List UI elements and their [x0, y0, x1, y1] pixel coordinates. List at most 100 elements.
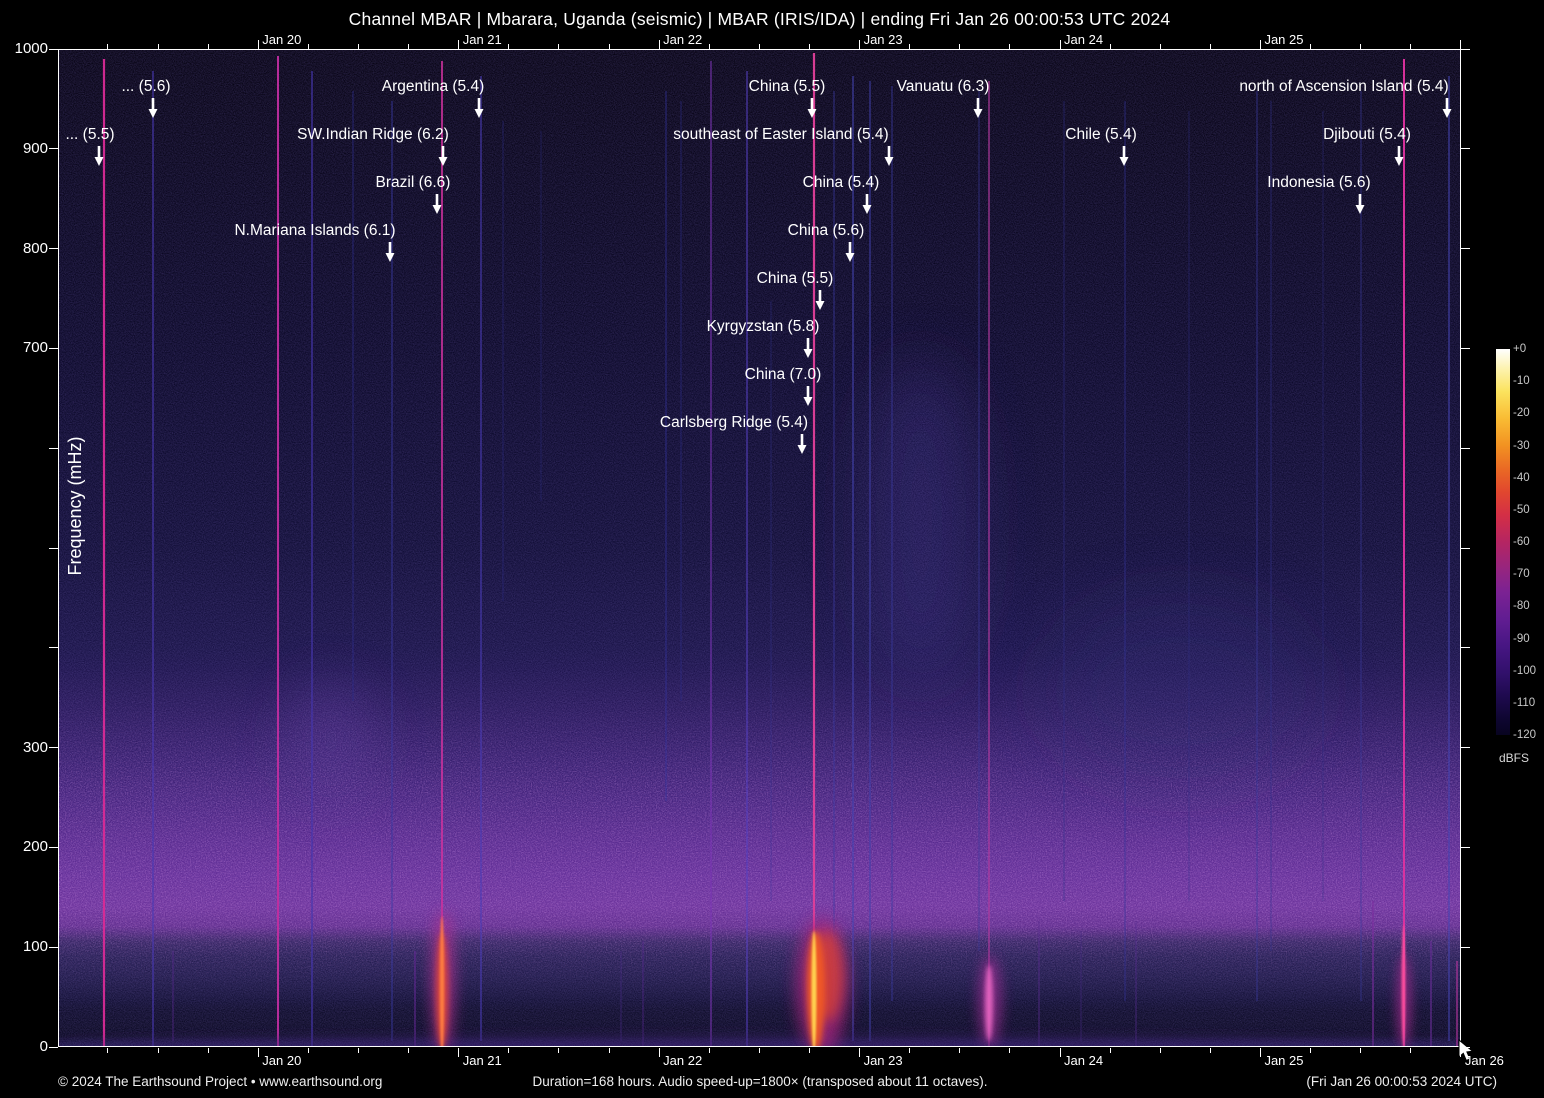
- x-axis-tick: [658, 40, 660, 49]
- seismic-event-line: [978, 91, 980, 951]
- y-axis-tick: [49, 946, 58, 948]
- seismic-event-line: [152, 71, 154, 1046]
- y-axis-tick: [1461, 846, 1470, 848]
- x-axis-tick: [157, 1048, 159, 1053]
- x-axis-tick: [1410, 44, 1412, 49]
- y-axis-tick: [49, 1046, 58, 1048]
- y-axis-tick-label: 100: [22, 938, 48, 956]
- seismic-event-line: [812, 53, 816, 1046]
- seismic-event-line: [642, 941, 644, 1046]
- colorbar-tick-label: -30: [1513, 439, 1530, 452]
- x-axis-date-label: Jan 20: [262, 32, 302, 47]
- seismic-event-line: [1322, 111, 1324, 901]
- annotation-label: N.Mariana Islands (6.1): [234, 222, 396, 239]
- y-axis-tick-label: 200: [22, 838, 48, 856]
- x-axis-tick: [508, 1048, 510, 1053]
- colorbar-tick-label: -90: [1513, 632, 1530, 645]
- x-axis-tick: [1159, 44, 1161, 49]
- seismic-event-line: [172, 951, 174, 1041]
- x-axis-date-label: Jan 25: [1264, 32, 1304, 47]
- event-glow-layer: [60, 911, 1460, 1046]
- annotation-label: China (5.5): [756, 270, 834, 287]
- annotation-label: Chile (5.4): [1065, 126, 1137, 143]
- x-axis-tick: [1109, 1048, 1111, 1053]
- seismic-event-line: [833, 91, 835, 1001]
- colorbar-tick-label: -110: [1513, 696, 1536, 709]
- annotation-label: Djibouti (5.4): [1323, 126, 1411, 143]
- y-axis-tick: [1461, 347, 1470, 349]
- x-axis-tick: [1009, 44, 1011, 49]
- x-axis-tick: [608, 44, 610, 49]
- x-axis-date-label: Jan 22: [663, 32, 703, 47]
- x-axis-date-label: Jan 23: [863, 1053, 903, 1068]
- y-axis-tick: [49, 148, 58, 150]
- spectrogram-canvas: [59, 50, 1460, 1046]
- x-axis-tick: [307, 1048, 309, 1053]
- x-axis-tick: [1209, 44, 1211, 49]
- colorbar-tick-label: -100: [1513, 664, 1537, 677]
- annotation-label: China (5.6): [787, 222, 865, 239]
- seismic-event-line: [1456, 961, 1458, 1046]
- seismic-event-line: [869, 81, 871, 1041]
- x-axis-tick: [1109, 44, 1111, 49]
- colorbar-tick-label: -40: [1513, 471, 1530, 484]
- seismic-event-line: [891, 86, 893, 1001]
- y-axis-tick: [49, 48, 58, 50]
- annotation-label: China (7.0): [744, 366, 822, 383]
- x-axis-tick: [859, 1048, 861, 1057]
- seismic-event-line: [391, 101, 393, 1041]
- colorbar-tick-label: -50: [1513, 503, 1530, 516]
- y-axis-tick: [1461, 647, 1470, 649]
- annotation-label: Vanuatu (6.3): [896, 78, 990, 95]
- colorbar-tick-label: -120: [1513, 729, 1537, 741]
- annotation-label: SW.Indian Ridge (6.2): [297, 126, 449, 143]
- x-axis-date-label: Jan 23: [863, 32, 903, 47]
- x-axis-tick: [1310, 44, 1312, 49]
- x-axis-tick: [708, 1048, 710, 1053]
- y-axis-tick: [49, 747, 58, 749]
- y-axis-tick: [1461, 447, 1470, 449]
- seismic-event-line: [1360, 91, 1362, 1001]
- annotation-label: Indonesia (5.6): [1267, 174, 1371, 191]
- y-axis-tick: [49, 846, 58, 848]
- x-axis-tick: [1460, 40, 1462, 49]
- x-axis-tick: [959, 44, 961, 49]
- colorbar-gradient: [1496, 349, 1510, 735]
- x-axis-tick: [959, 1048, 961, 1053]
- y-axis-tick: [1461, 946, 1470, 948]
- seismic-event-line: [502, 121, 504, 601]
- y-axis-tick: [1461, 547, 1470, 549]
- x-axis-date-label: Jan 24: [1064, 1053, 1104, 1068]
- x-axis-date-label: Jan 24: [1064, 32, 1104, 47]
- x-axis-tick: [1059, 40, 1061, 49]
- seismic-event-line: [680, 101, 682, 701]
- event-glow: [60, 1036, 1460, 1046]
- y-axis-tick: [1461, 248, 1470, 250]
- annotation-label: China (5.4): [802, 174, 880, 191]
- event-glow: [811, 931, 817, 1046]
- colorbar-tick-label: -70: [1513, 568, 1530, 581]
- seismic-event-line: [352, 91, 354, 701]
- y-axis-tick-label: 800: [22, 239, 48, 257]
- colorbar-tick-label: -10: [1513, 375, 1530, 388]
- x-axis-date-label: Jan 20: [262, 1053, 302, 1068]
- x-axis-tick: [558, 44, 560, 49]
- seismic-event-line: [1448, 76, 1450, 1041]
- seismic-event-line: [480, 76, 482, 1041]
- seismic-event-line: [540, 131, 542, 501]
- x-axis-tick: [909, 44, 911, 49]
- colorbar-tick-label: -60: [1513, 536, 1530, 548]
- seismic-event-line: [1038, 921, 1040, 1046]
- x-axis-tick: [658, 1048, 660, 1057]
- y-axis-tick: [1461, 148, 1470, 150]
- y-axis-tick: [49, 347, 58, 349]
- x-axis-tick: [608, 1048, 610, 1053]
- x-axis-tick: [1410, 1048, 1412, 1053]
- x-axis-tick: [408, 1048, 410, 1053]
- x-axis-tick: [1310, 1048, 1312, 1053]
- annotation-label: southeast of Easter Island (5.4): [673, 126, 889, 143]
- x-axis-tick: [1059, 1048, 1061, 1057]
- seismic-event-line: [746, 71, 748, 1046]
- annotation-label: Carlsberg Ridge (5.4): [659, 414, 809, 431]
- footer-duration: Duration=168 hours. Audio speed-up=1800×…: [532, 1074, 988, 1089]
